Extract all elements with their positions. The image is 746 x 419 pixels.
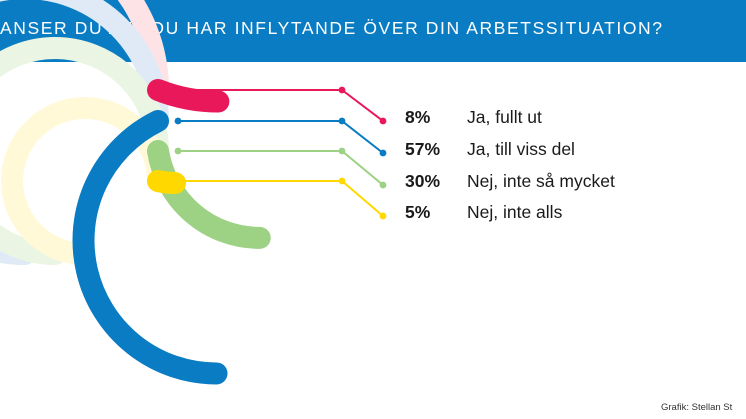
leader-line-4 [174, 177, 387, 220]
track-arc-2 [0, 0, 169, 265]
value-arc-1 [147, 79, 230, 113]
category-label-2: Ja, till viss del [467, 139, 575, 159]
value-arc-4 [147, 170, 187, 195]
leader-line-3 [174, 147, 387, 189]
chart-title: ANSER DU ATT DU HAR INFLYTANDE ÖVER DIN … [0, 18, 664, 38]
data-label-4: 5% [405, 202, 431, 222]
track-arc-3 [0, 37, 169, 265]
category-label-1: Ja, fullt ut [467, 107, 542, 127]
value-arc-2 [72, 110, 228, 385]
data-label-1: 8% [405, 107, 431, 127]
credit-text: Grafik: Stellan St [661, 402, 733, 413]
value-arc-3 [147, 140, 271, 249]
category-label-4: Nej, inte alls [467, 202, 563, 222]
leader-line-1 [174, 86, 387, 125]
category-label-3: Nej, inte så mycket [467, 171, 615, 191]
data-label-2: 57% [405, 139, 440, 159]
data-label-3: 30% [405, 171, 440, 191]
leader-line-2 [174, 117, 387, 157]
